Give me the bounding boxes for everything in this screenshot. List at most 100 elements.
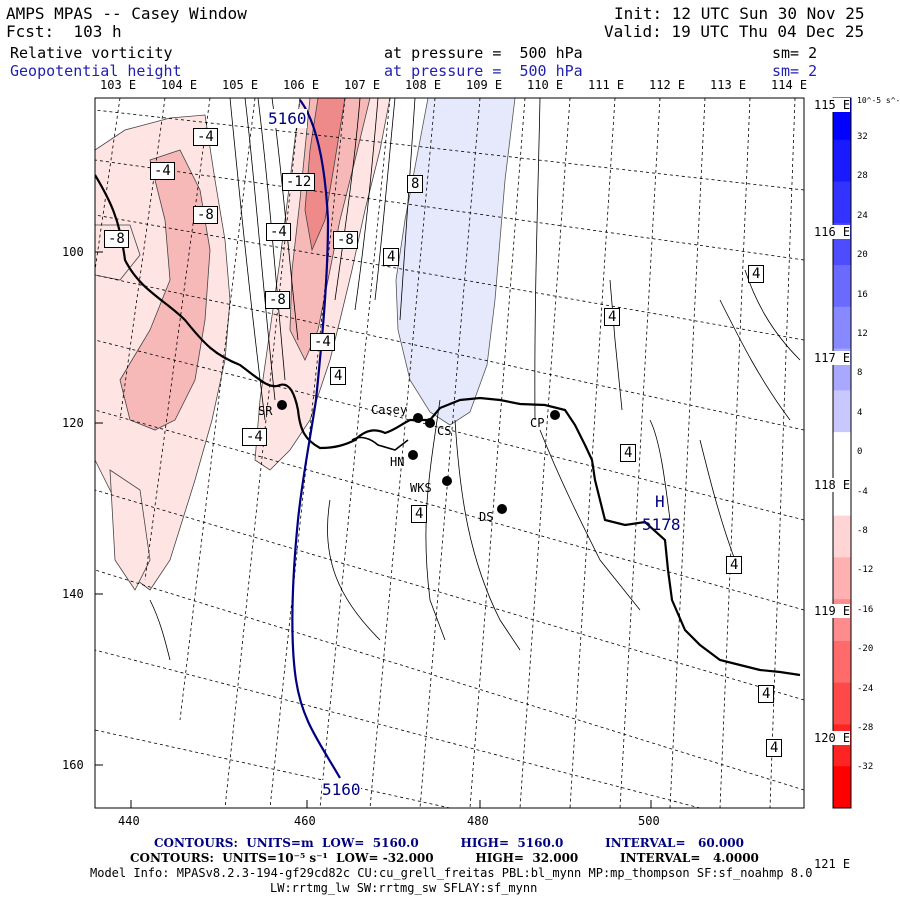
high-pressure-value: 5178: [642, 515, 681, 534]
vorticity-label: -4: [242, 428, 267, 446]
field1-level: at pressure = 500 hPa: [384, 44, 583, 62]
field2-smoothing: sm= 2: [772, 62, 818, 80]
valid-time: Valid: 19 UTC Thu 04 Dec 25: [604, 22, 865, 41]
station-label-cs: CS: [437, 424, 452, 438]
lon-label-top: 106 E: [283, 78, 320, 92]
vorticity-label: 4: [766, 739, 783, 757]
colorbar-swatch: [833, 557, 851, 600]
colorbar-swatch: [833, 390, 851, 433]
positive-vorticity-shading: [395, 98, 516, 426]
field2-level: at pressure = 500 hPa: [384, 62, 583, 80]
negative-vorticity-shading-lower: [109, 469, 151, 591]
colorbar-tick: 20: [857, 250, 868, 261]
colorbar-tick: -24: [857, 683, 874, 694]
colorbar-swatch: [833, 682, 851, 725]
field2-name: Geopotential height: [10, 62, 182, 80]
vorticity-label: 4: [748, 265, 765, 283]
station-dot-sr: [277, 400, 287, 410]
colorbar-tick: -4: [857, 486, 868, 497]
map-field-layer: [95, 98, 804, 808]
lon-label-top: 114 E: [771, 78, 808, 92]
lon-label-top: 107 E: [344, 78, 381, 92]
colorbar-tick: 4: [857, 407, 863, 418]
y-tick-140: 140: [62, 587, 84, 601]
vorticity-label: -4: [266, 223, 291, 241]
station-label-ds: DS: [479, 510, 494, 524]
lon-label-top: 113 E: [710, 78, 747, 92]
x-tick-500: 500: [638, 814, 660, 828]
lon-label-right: 115 E: [814, 98, 851, 112]
colorbar-tick: 8: [857, 368, 863, 379]
x-tick-480: 480: [467, 814, 489, 828]
vorticity-label: 4: [620, 444, 637, 462]
vorticity-label: -4: [193, 128, 218, 146]
station-markers: [277, 400, 560, 514]
colorbar-tick: -16: [857, 604, 874, 615]
station-dot-casey: [413, 413, 423, 423]
field1-smoothing: sm= 2: [772, 44, 818, 62]
station-dot-hn: [408, 450, 418, 460]
vorticity-label: -12: [282, 173, 316, 191]
vorticity-label: -4: [150, 162, 175, 180]
station-label-cp: CP: [530, 416, 545, 430]
vorticity-label: -8: [333, 231, 358, 249]
colorbar-swatch: [833, 306, 851, 350]
colorbar-tick: -20: [857, 644, 874, 655]
station-dot-cs: [425, 418, 435, 428]
lon-label-top: 109 E: [466, 78, 503, 92]
height-label-south: 5160: [322, 780, 361, 799]
vorticity-label: 8: [407, 175, 424, 193]
colorbar-swatch: [833, 640, 851, 684]
colorbar-tick: -12: [857, 565, 874, 576]
colorbar-swatch: [833, 515, 851, 558]
footer-model-info-2: LW:rrtmg_lw SW:rrtmg_sw SFLAY:sf_mynn: [270, 881, 538, 895]
x-tick-460: 460: [294, 814, 316, 828]
vorticity-label: -8: [193, 206, 218, 224]
colorbar-tick: -32: [857, 762, 874, 773]
coastline: [95, 174, 801, 677]
coastline-inlet: [351, 436, 409, 451]
colorbar-swatch: [833, 766, 851, 809]
colorbar-swatch: [833, 139, 851, 183]
vorticity-label: 4: [604, 308, 621, 326]
colorbar-tick: 32: [857, 132, 868, 142]
lon-label-right: 119 E: [814, 604, 851, 618]
field1-name: Relative vorticity: [10, 44, 173, 62]
station-label-wks: WKS: [410, 481, 432, 495]
lon-label-top: 111 E: [588, 78, 625, 92]
axis-ticks: [95, 251, 652, 808]
station-dot-cp: [550, 410, 560, 420]
vorticity-label: -8: [265, 291, 290, 309]
lon-label-top: 108 E: [405, 78, 442, 92]
lon-label-top: 110 E: [527, 78, 564, 92]
colorbar-tick: 24: [857, 210, 868, 221]
colorbar-tick: 28: [857, 171, 868, 182]
y-tick-160: 160: [62, 758, 84, 772]
colorbar-tick: 16: [857, 289, 868, 300]
station-label-hn: HN: [390, 455, 405, 469]
footer-contours-height: CONTOURS: UNITS=m LOW= 5160.0 HIGH= 5160…: [154, 836, 744, 850]
lon-label-top: 104 E: [161, 78, 198, 92]
footer-contours-vorticity: CONTOURS: UNITS=10⁻⁵ s⁻¹ LOW= -32.000 HI…: [130, 851, 759, 865]
station-dot-ds: [497, 504, 507, 514]
colorbar-tick: -28: [857, 723, 874, 733]
y-tick-100: 100: [62, 245, 84, 259]
station-dot-wks: [442, 476, 452, 486]
lon-label-right: 117 E: [814, 351, 851, 365]
negative-vorticity-shading-west-mid: [119, 149, 211, 431]
colorbar: [832, 97, 852, 809]
lon-label-top: 105 E: [222, 78, 259, 92]
colorbar-tick: 12: [857, 329, 868, 339]
height-contour-5160: [291, 99, 341, 779]
colorbar-unit: 10^-5 s^-1: [857, 96, 900, 105]
lon-label-right: 121 E: [814, 857, 851, 871]
lon-label-right: 118 E: [814, 477, 851, 492]
vorticity-label: -8: [104, 230, 129, 248]
high-pressure-marker: H: [655, 492, 665, 511]
forecast-hour: Fcst: 103 h: [6, 22, 122, 41]
colorbar-tick: -8: [857, 526, 868, 536]
plot-title: AMPS MPAS -- Casey Window: [6, 4, 247, 23]
lon-label-right: 120 E: [814, 730, 851, 745]
lon-label-right: 116 E: [814, 224, 851, 239]
vorticity-label: 4: [411, 505, 428, 523]
